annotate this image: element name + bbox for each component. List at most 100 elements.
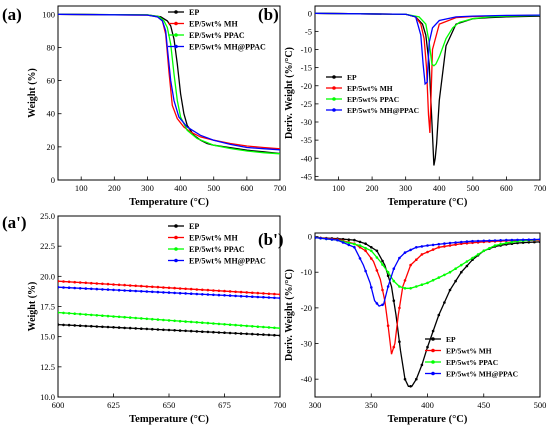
series-point <box>358 240 362 244</box>
series-point <box>431 278 435 282</box>
y-tick-label: -35 <box>301 135 312 145</box>
series-point <box>128 316 132 319</box>
series-point <box>189 292 193 296</box>
panel-a: 100 200 300 400 500 600 700 0 20 40 60 80 100 Tempera… <box>2 5 286 208</box>
series-point <box>95 314 99 317</box>
series-point <box>251 332 254 336</box>
series-point <box>454 241 457 244</box>
series-point <box>239 332 243 335</box>
series-point <box>156 328 160 331</box>
series-point <box>228 294 232 297</box>
series-point <box>437 276 441 279</box>
series-point <box>364 242 367 245</box>
series-point <box>239 290 243 294</box>
y-tick-label: 15.0 <box>40 332 55 342</box>
series-point <box>426 345 429 349</box>
series-point <box>273 292 276 296</box>
panel-b-prime: 300 350 400 450 500 0 -10 -20 -30 -40 Temperature … <box>258 230 546 425</box>
series-point <box>465 260 469 263</box>
series-point <box>178 329 182 332</box>
legend-marker <box>431 371 435 376</box>
series-point <box>262 295 265 299</box>
y-tick-label: 0 <box>308 232 312 242</box>
y-tick-label: 60 <box>47 76 56 86</box>
series-point <box>521 241 525 244</box>
series-point <box>145 327 149 331</box>
x-tick-label: 675 <box>218 400 231 410</box>
series-point <box>234 294 237 298</box>
series-point <box>206 288 210 292</box>
series-point <box>499 239 502 242</box>
series-point <box>381 263 384 266</box>
series-point <box>112 326 115 329</box>
series-point <box>336 238 339 242</box>
series-line <box>315 236 540 307</box>
y-tick-label: -45 <box>301 171 312 181</box>
series-point <box>90 324 93 328</box>
series-point <box>239 294 243 298</box>
legend-label: EP/5wt% MH <box>347 84 393 93</box>
legend-label: EP <box>189 222 199 231</box>
series-point <box>90 281 93 285</box>
series-point <box>162 318 165 322</box>
series-point <box>256 295 260 299</box>
series-point <box>128 326 132 330</box>
x-tick-label: 400 <box>421 400 434 410</box>
series-point <box>212 322 215 325</box>
panel-label: (a) <box>2 5 22 24</box>
series-point <box>375 302 379 305</box>
x-tick-label: 625 <box>107 400 120 410</box>
legend-marker <box>174 10 178 14</box>
series-point <box>460 263 463 267</box>
panel-label: (b') <box>258 230 284 249</box>
plot-frame <box>57 215 281 398</box>
series-point <box>95 325 99 328</box>
series-point <box>78 281 82 284</box>
series-point <box>364 269 367 273</box>
series-point <box>386 274 390 278</box>
series-point <box>375 269 379 272</box>
series-point <box>267 333 271 337</box>
series-point <box>403 377 407 381</box>
series-point <box>278 293 280 296</box>
series-point <box>228 323 232 327</box>
series-group <box>58 13 280 155</box>
series-point <box>443 245 446 248</box>
series-point <box>398 285 401 288</box>
series-point <box>206 293 210 296</box>
x-tick-label: 100 <box>75 183 88 193</box>
series-point <box>245 295 248 298</box>
x-axis-title: Temperature (°C) <box>388 414 468 425</box>
series-line <box>58 13 280 151</box>
series-point <box>73 280 76 284</box>
series-point <box>392 279 396 283</box>
series-point <box>521 238 525 242</box>
series-point <box>58 285 60 289</box>
series-point <box>370 257 373 260</box>
plot-frame <box>57 5 281 181</box>
series-point <box>101 314 104 318</box>
series-point <box>145 290 149 293</box>
series-point <box>443 301 446 304</box>
series-point <box>156 285 160 289</box>
y-tick-label: -10 <box>301 267 312 277</box>
series-point <box>256 291 260 295</box>
series-point <box>262 325 265 329</box>
series-point <box>437 242 441 246</box>
series-point <box>325 237 328 241</box>
series-point <box>173 286 176 290</box>
series-point <box>95 287 99 291</box>
series-point <box>409 287 412 290</box>
series-group <box>58 279 280 337</box>
y-tick-label: -20 <box>301 81 312 91</box>
series-point <box>482 249 486 253</box>
series-point <box>251 325 254 328</box>
legend-label: EP/5wt% PPAC <box>189 31 245 40</box>
series-point <box>392 345 396 349</box>
series-point <box>112 288 115 292</box>
series-point <box>73 286 76 290</box>
series-point <box>471 239 474 243</box>
series-point <box>128 289 132 293</box>
series-point <box>106 288 110 291</box>
